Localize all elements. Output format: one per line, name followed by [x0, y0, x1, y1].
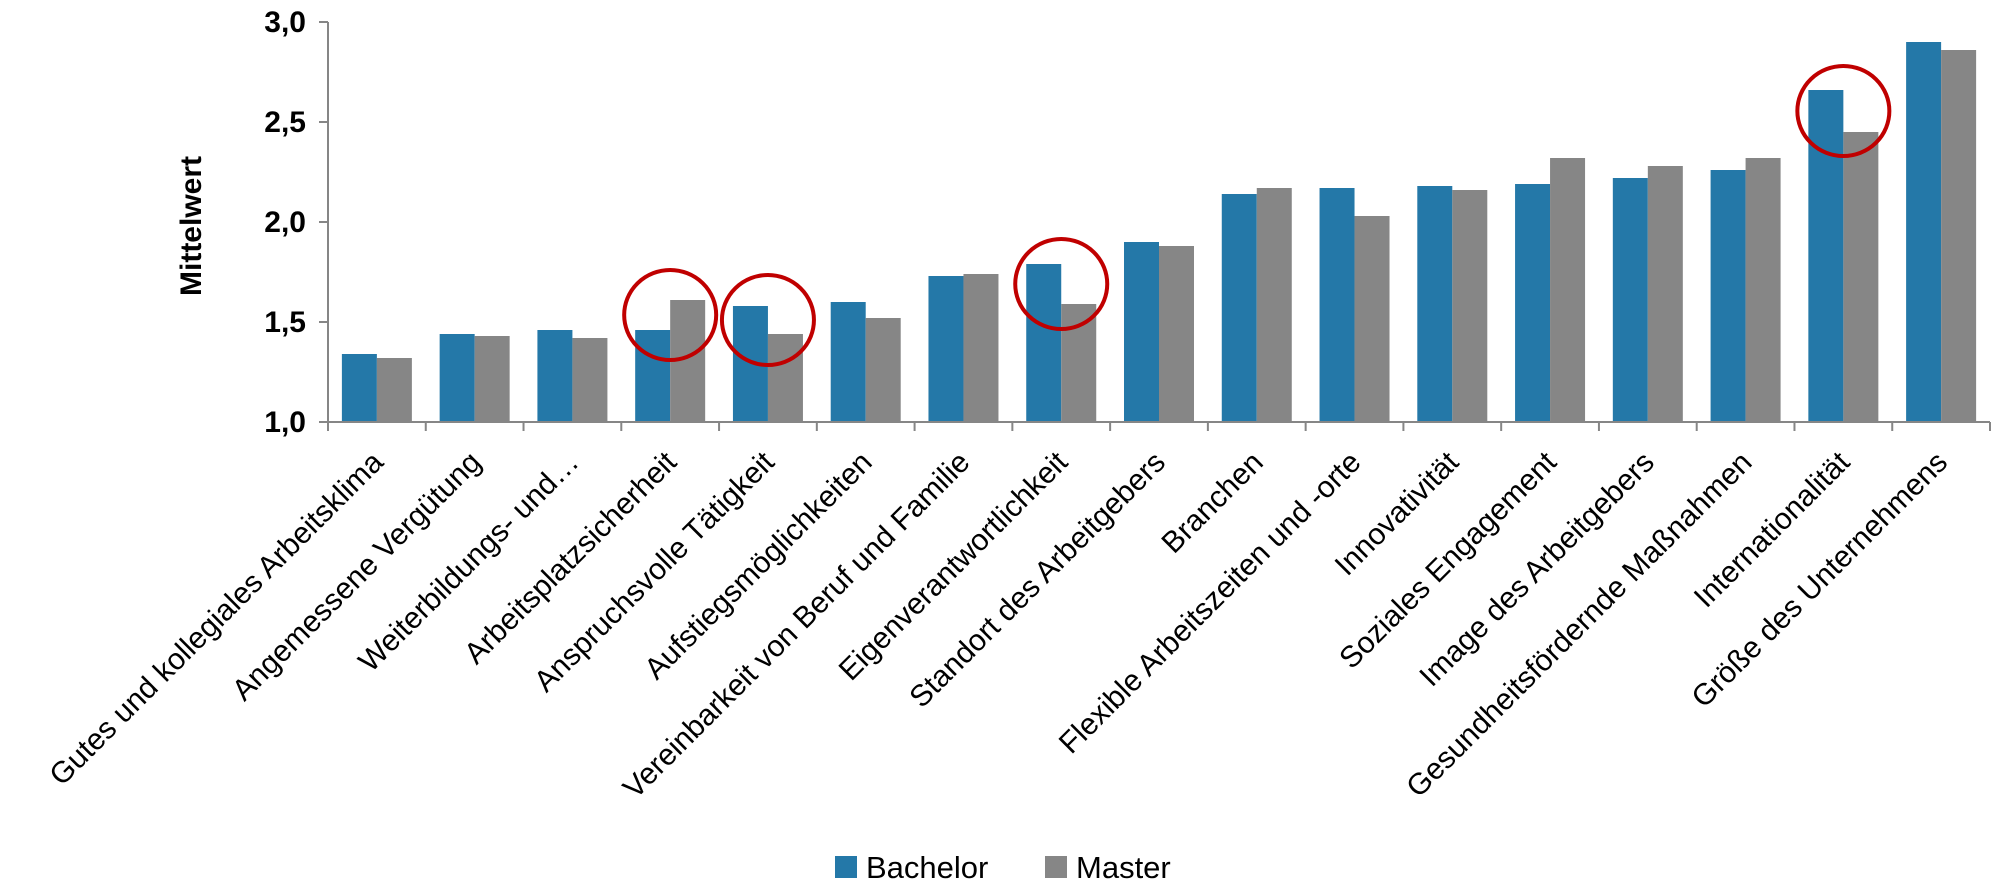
bar-master — [865, 318, 901, 422]
y-tick-label: 1,5 — [264, 306, 306, 339]
bar-master — [1647, 166, 1683, 422]
legend-label-master: Master — [1076, 850, 1171, 884]
bar-master — [1843, 132, 1879, 422]
bar-bachelor — [1612, 178, 1648, 422]
bar-bachelor — [1808, 90, 1844, 422]
legend-label-bachelor: Bachelor — [866, 850, 988, 884]
highlight-circle — [1795, 64, 1892, 158]
bar-bachelor — [1026, 264, 1062, 422]
bar-master — [1354, 216, 1390, 422]
bar-bachelor — [1906, 42, 1942, 422]
bar-bachelor — [1221, 194, 1257, 422]
highlight-circles — [622, 64, 1892, 367]
y-tick-label: 2,5 — [264, 106, 306, 139]
x-tick-label: Vereinbarkeit von Beruf und Familie — [617, 446, 976, 805]
y-tick-label: 3,0 — [264, 6, 306, 39]
bars — [341, 42, 1977, 422]
y-axis-label: Mittelwert — [175, 156, 208, 296]
bar-bachelor — [1319, 188, 1355, 422]
x-tick-label: Gutes und kollegiales Arbeitsklima — [43, 445, 390, 792]
bar-bachelor — [1515, 184, 1551, 422]
bar-bachelor — [439, 334, 475, 422]
bar-bachelor — [928, 276, 964, 422]
y-tick-label: 1,0 — [264, 406, 306, 439]
highlight-circle — [622, 268, 719, 362]
bar-master — [1550, 158, 1586, 422]
bar-bachelor — [1417, 186, 1453, 422]
bar-bachelor — [341, 354, 377, 422]
bar-master — [1941, 50, 1977, 422]
legend-swatch-master — [1045, 856, 1067, 878]
highlight-circle — [719, 273, 816, 367]
bar-master — [767, 334, 803, 422]
bar-master — [1061, 304, 1097, 422]
bar-master — [963, 274, 999, 422]
bar-master — [1159, 246, 1194, 422]
y-tick-label: 2,0 — [264, 206, 306, 239]
bar-bachelor — [1710, 170, 1746, 422]
bar-master — [572, 338, 608, 422]
highlight-circle — [1013, 237, 1110, 331]
bar-master — [1745, 158, 1781, 422]
bar-master — [474, 336, 510, 422]
x-tick-label: Gesundheitsfördernde Maßnahmen — [1400, 446, 1758, 804]
x-axis: Gutes und kollegiales ArbeitsklimaAngeme… — [43, 421, 1991, 805]
bar-bachelor — [635, 330, 671, 422]
bar-bachelor — [1124, 242, 1159, 422]
bar-master — [1256, 188, 1292, 422]
legend-swatch-bachelor — [835, 856, 857, 878]
legend: Bachelor Master — [835, 850, 1171, 884]
y-axis: 1,0 1,5 2,0 2,5 3,0 — [264, 6, 329, 439]
bar-master — [376, 358, 412, 422]
bar-master — [1452, 190, 1488, 422]
bar-bachelor — [537, 330, 573, 422]
bar-bachelor — [830, 302, 866, 422]
